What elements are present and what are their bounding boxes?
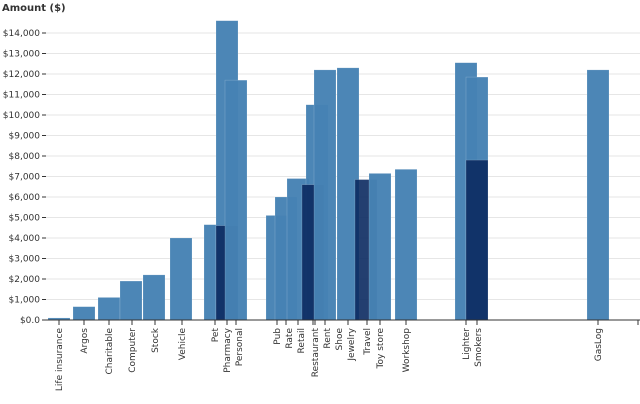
y-tick-label: $13,000	[3, 50, 40, 60]
x-tick-label: Pharmacy	[223, 327, 233, 372]
x-tick-label: Vehicle	[178, 328, 188, 361]
y-tick-label: $8,000	[9, 152, 41, 162]
x-tick-label: Computer	[128, 328, 138, 373]
x-tick-label: Pet	[211, 328, 221, 343]
y-axis: $0.0 $1,000 $2,000 $3,000 $4,000 $5,000 $6,000…	[3, 29, 46, 326]
x-tick-label: Rate	[285, 328, 295, 349]
x-tick-label: GasLog	[594, 328, 604, 361]
x-tick-label: Personal	[235, 328, 245, 366]
y-tick-label: $4,000	[9, 234, 41, 244]
bar[interactable]	[169, 237, 193, 321]
x-tick-label: Stock	[151, 327, 161, 353]
bar[interactable]	[142, 274, 166, 321]
bar[interactable]	[394, 169, 418, 321]
x-tick-label: Rent	[323, 328, 333, 349]
y-tick-label: $1,000	[9, 296, 41, 306]
x-tick-label: Shoe	[335, 328, 345, 351]
y-tick-label: $6,000	[9, 193, 41, 203]
y-tick-label: $7,000	[9, 173, 41, 183]
y-tick-label: $2,000	[9, 275, 41, 285]
x-tick-label: Retail	[297, 328, 307, 353]
x-tick-label: Lighter	[462, 328, 472, 360]
x-tick-label: Workshop	[402, 328, 412, 373]
x-tick-label: Smokers	[474, 328, 484, 367]
y-tick-label: $12,000	[3, 70, 40, 80]
x-tick-label: Pub	[273, 328, 283, 345]
y-tick-label: $5,000	[9, 214, 41, 224]
x-tick-label: Charitable	[105, 328, 115, 375]
x-tick-label: Travel	[363, 328, 373, 356]
bar[interactable]	[224, 79, 248, 321]
y-tick-label: $9,000	[9, 132, 41, 142]
x-tick-label: Jewelry	[347, 327, 357, 361]
x-tick-label: Life insurance	[55, 328, 65, 392]
x-tick-label: Restaurant	[311, 328, 321, 378]
x-tick-label: Argos	[80, 328, 90, 354]
y-tick-label: $0.0	[20, 316, 40, 326]
bar[interactable]	[465, 159, 489, 321]
bars	[47, 20, 610, 321]
y-axis-title: Amount ($)	[2, 3, 66, 14]
y-tick-label: $11,000	[3, 91, 40, 101]
y-tick-label: $14,000	[3, 29, 40, 39]
bar[interactable]	[97, 297, 121, 321]
bar[interactable]	[586, 69, 610, 321]
y-tick-label: $10,000	[3, 111, 40, 121]
y-tick-label: $3,000	[9, 255, 41, 265]
x-axis: Life insurance Argos Charitable Computer Sto…	[46, 319, 640, 392]
bar[interactable]	[313, 69, 337, 321]
x-tick-label: Toy store	[376, 328, 386, 370]
bar[interactable]	[368, 173, 392, 321]
bar[interactable]	[72, 306, 96, 321]
bar[interactable]	[119, 280, 143, 321]
